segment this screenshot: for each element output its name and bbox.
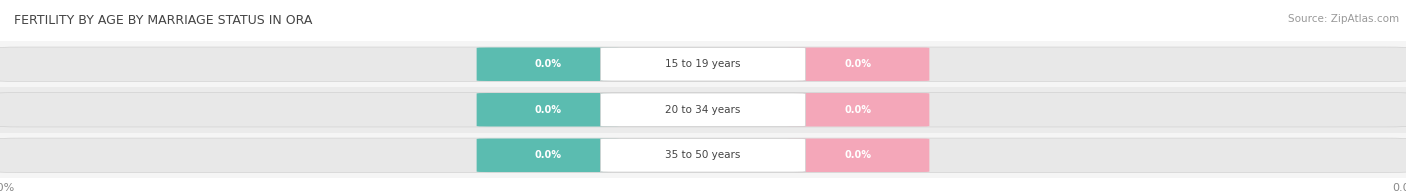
Bar — [0, 132, 1406, 178]
Bar — [0, 42, 1406, 87]
FancyBboxPatch shape — [0, 93, 1406, 127]
FancyBboxPatch shape — [477, 93, 619, 126]
FancyBboxPatch shape — [600, 93, 806, 126]
Bar — [0, 87, 1406, 132]
FancyBboxPatch shape — [787, 47, 929, 81]
Text: 0.0%: 0.0% — [534, 150, 561, 160]
FancyBboxPatch shape — [787, 93, 929, 126]
Text: 0.0%: 0.0% — [845, 150, 872, 160]
FancyBboxPatch shape — [0, 138, 1406, 172]
Text: 0.0%: 0.0% — [534, 105, 561, 115]
FancyBboxPatch shape — [787, 139, 929, 172]
FancyBboxPatch shape — [477, 139, 619, 172]
Text: 20 to 34 years: 20 to 34 years — [665, 105, 741, 115]
Text: 0.0%: 0.0% — [845, 105, 872, 115]
Text: FERTILITY BY AGE BY MARRIAGE STATUS IN ORA: FERTILITY BY AGE BY MARRIAGE STATUS IN O… — [14, 14, 312, 27]
FancyBboxPatch shape — [0, 47, 1406, 82]
Text: 35 to 50 years: 35 to 50 years — [665, 150, 741, 160]
Text: 0.0%: 0.0% — [534, 59, 561, 69]
FancyBboxPatch shape — [477, 47, 619, 81]
FancyBboxPatch shape — [600, 139, 806, 172]
Text: 0.0%: 0.0% — [845, 59, 872, 69]
Text: Source: ZipAtlas.com: Source: ZipAtlas.com — [1288, 14, 1399, 24]
FancyBboxPatch shape — [600, 47, 806, 81]
Text: 15 to 19 years: 15 to 19 years — [665, 59, 741, 69]
